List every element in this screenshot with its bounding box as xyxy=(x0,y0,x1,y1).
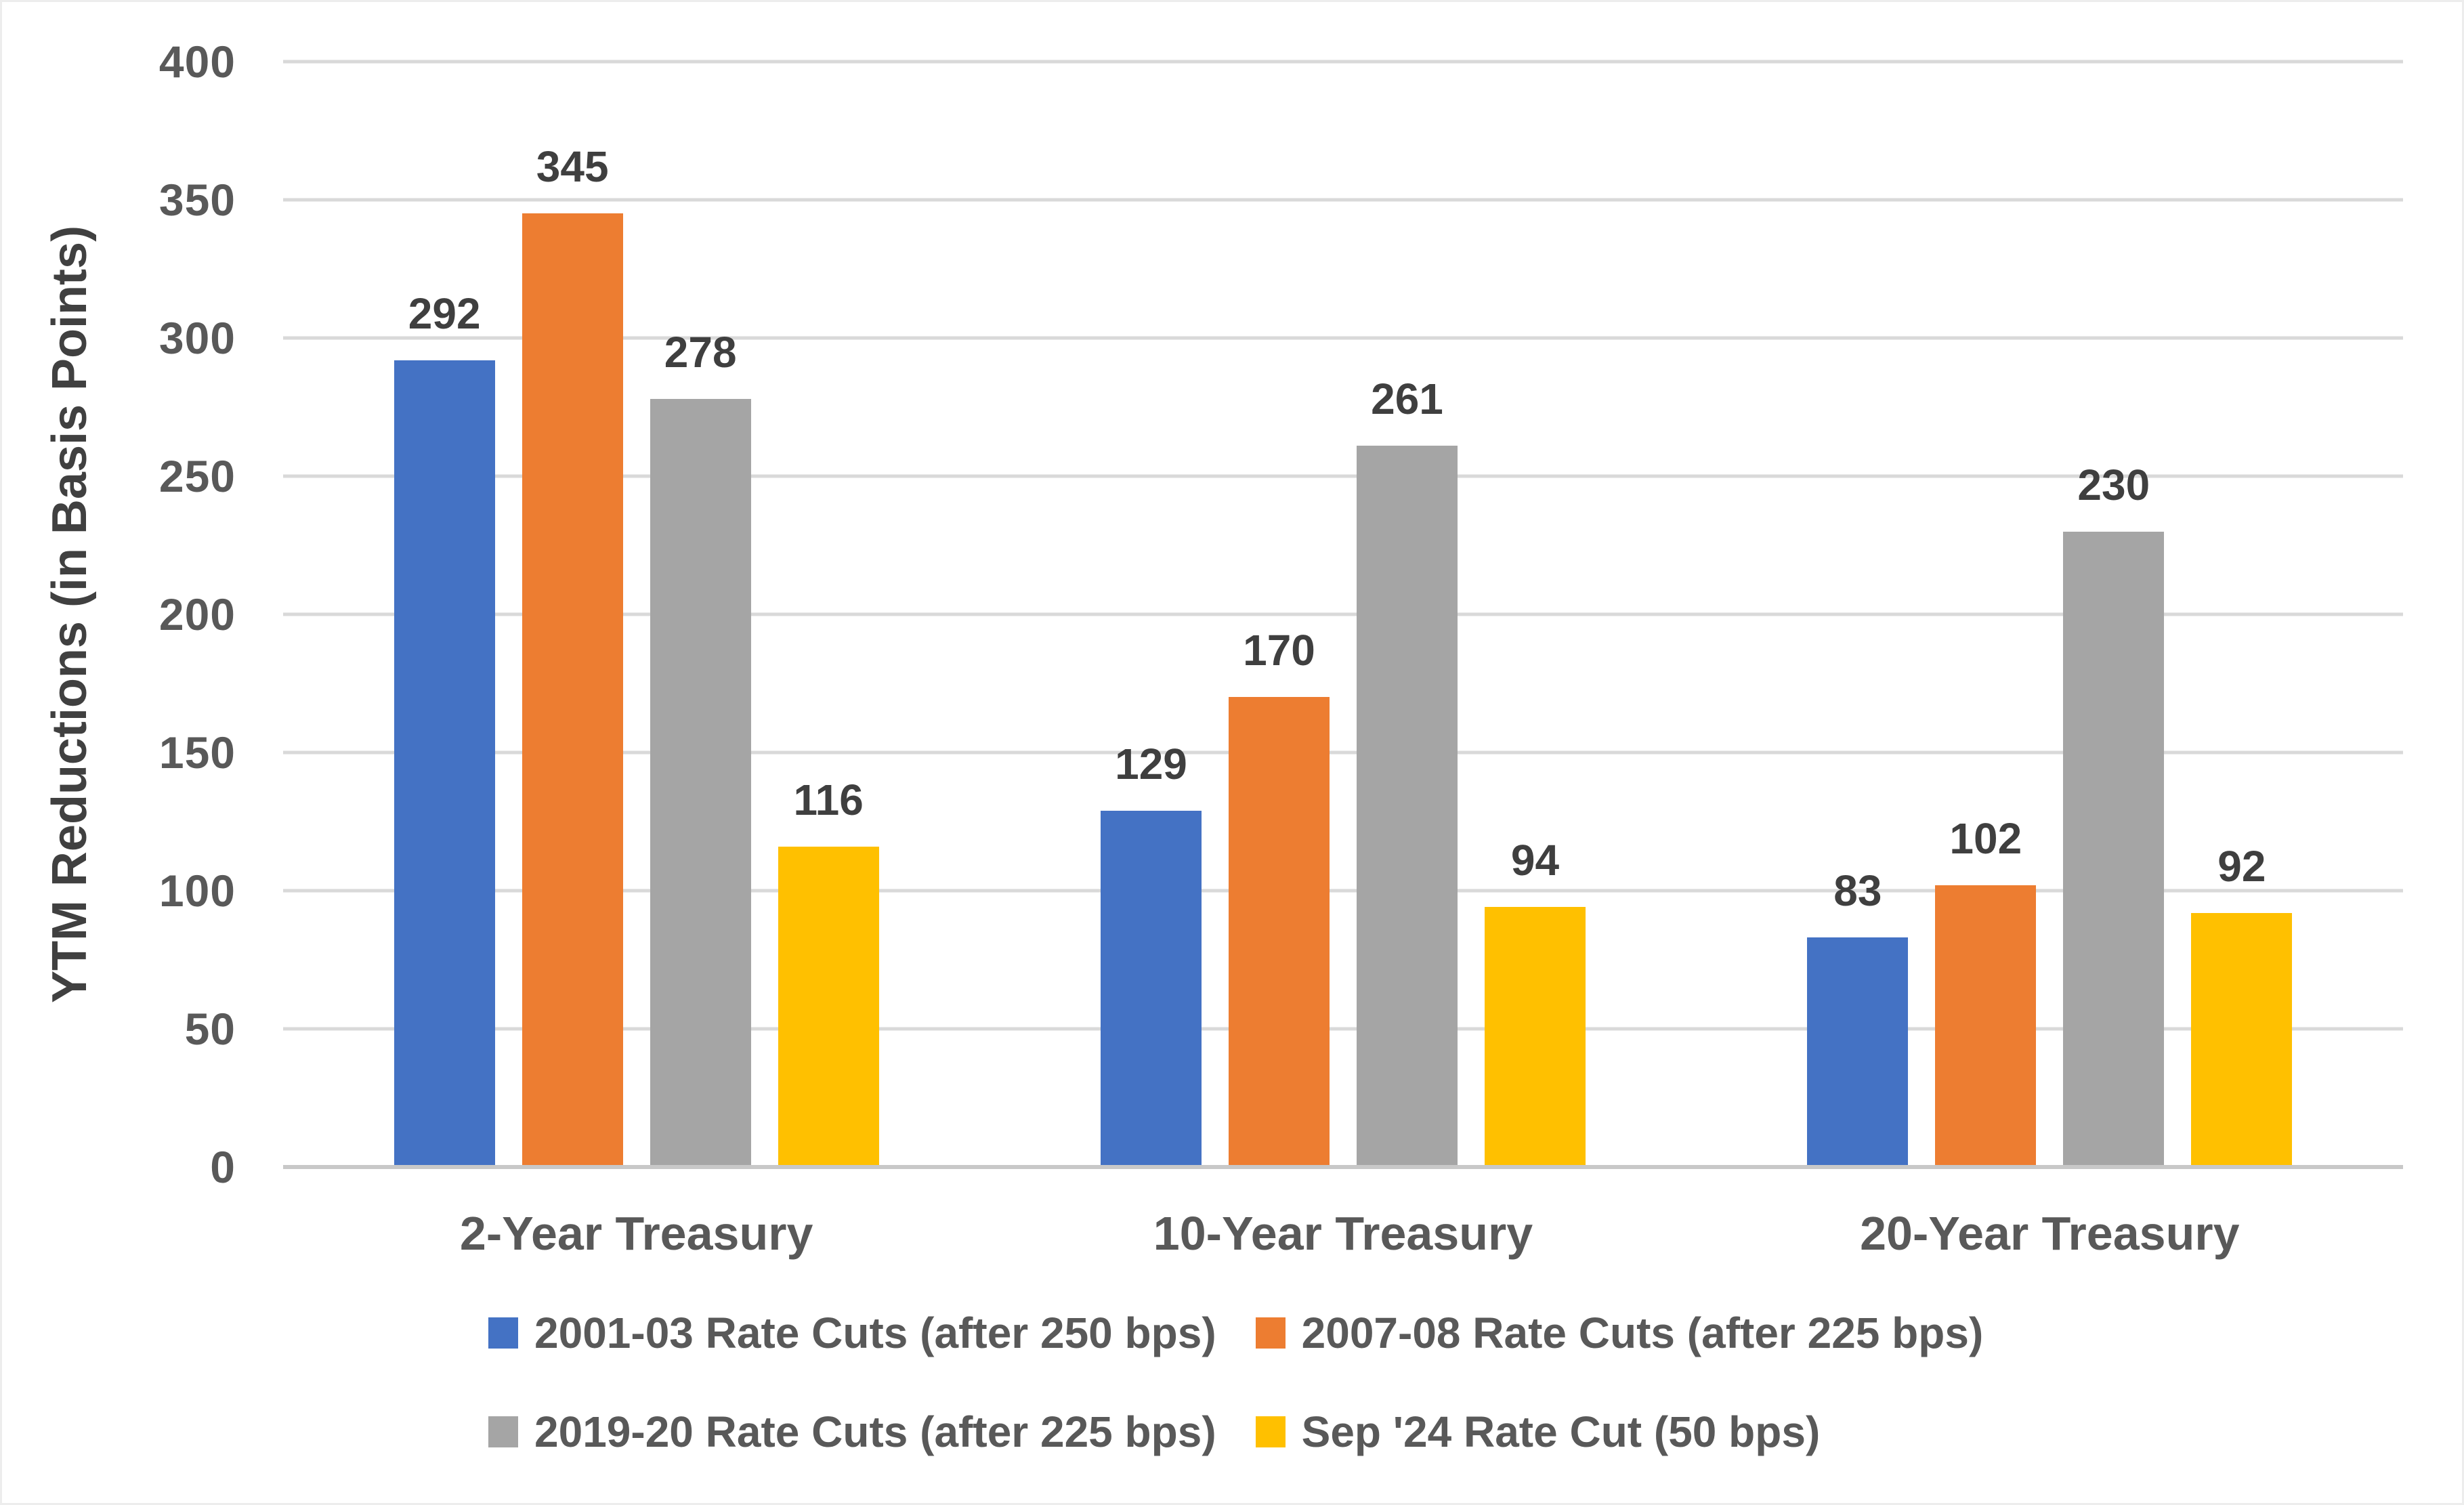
data-label: 94 xyxy=(1510,836,1560,885)
bar-group-2-year: 292 345 278 116 xyxy=(283,62,990,1167)
data-label: 292 xyxy=(408,289,481,338)
bar-sep24-20yr: 92 xyxy=(2191,842,2293,1167)
gridline-350 xyxy=(283,198,2403,202)
legend: 2001-03 Rate Cuts (after 250 bps) 2007-0… xyxy=(488,1308,1983,1457)
gridline-300 xyxy=(283,336,2403,340)
y-tick-50: 50 xyxy=(184,1004,236,1054)
bar-sep24-2yr: 116 xyxy=(778,776,879,1167)
legend-item-2007-08: 2007-08 Rate Cuts (after 225 bps) xyxy=(1255,1308,1984,1358)
gridline-100 xyxy=(283,889,2403,893)
bar-group-10-year: 129 170 261 94 xyxy=(990,62,1696,1167)
y-tick-300: 300 xyxy=(158,313,236,363)
data-label: 92 xyxy=(2217,841,2266,891)
legend-swatch-blue xyxy=(488,1317,518,1349)
legend-label: Sep '24 Rate Cut (50 bps) xyxy=(1301,1407,1821,1456)
data-label: 230 xyxy=(2077,460,2150,509)
bar-2001-03-10yr: 129 xyxy=(1100,740,1202,1167)
y-tick-250: 250 xyxy=(158,451,236,501)
bar-2001-03-2yr: 292 xyxy=(394,289,495,1167)
legend-item-2001-03: 2001-03 Rate Cuts (after 250 bps) xyxy=(488,1308,1216,1358)
legend-swatch-orange xyxy=(1255,1317,1286,1349)
data-label: 129 xyxy=(1115,739,1187,788)
legend-swatch-yellow xyxy=(1255,1416,1286,1447)
legend-item-2019-20: 2019-20 Rate Cuts (after 225 bps) xyxy=(488,1407,1216,1457)
data-label: 102 xyxy=(1949,813,2022,863)
gridline-50 xyxy=(283,1027,2403,1031)
y-tick-200: 200 xyxy=(158,589,236,639)
legend-label: 2019-20 Rate Cuts (after 225 bps) xyxy=(534,1407,1216,1456)
legend-item-sep24: Sep '24 Rate Cut (50 bps) xyxy=(1255,1407,1984,1457)
bar-2019-20-20yr: 230 xyxy=(2063,461,2165,1167)
data-label: 170 xyxy=(1243,626,1315,675)
gridline-400 xyxy=(283,60,2403,64)
data-label: 83 xyxy=(1833,866,1882,916)
data-label: 261 xyxy=(1371,375,1443,424)
x-label-2-year: 2-Year Treasury xyxy=(459,1207,813,1260)
bar-2007-08-20yr: 102 xyxy=(1935,814,2037,1167)
gridline-250 xyxy=(283,474,2403,478)
bar-2007-08-2yr: 345 xyxy=(522,142,623,1167)
data-label: 345 xyxy=(536,142,609,192)
x-axis-labels: 2-Year Treasury 10-Year Treasury 20-Year… xyxy=(283,1206,2403,1260)
gridline-150 xyxy=(283,750,2403,755)
bar-2019-20-2yr: 278 xyxy=(650,328,751,1167)
y-tick-400: 400 xyxy=(158,37,236,87)
bar-2001-03-20yr: 83 xyxy=(1807,866,1909,1167)
legend-label: 2007-08 Rate Cuts (after 225 bps) xyxy=(1301,1309,1984,1357)
data-label: 116 xyxy=(793,775,864,824)
y-tick-0: 0 xyxy=(210,1142,236,1192)
plot-area: 292 345 278 116 129 170 261 94 xyxy=(283,60,2403,1169)
y-tick-150: 150 xyxy=(158,727,236,778)
y-tick-350: 350 xyxy=(158,175,236,225)
y-tick-100: 100 xyxy=(158,866,236,916)
x-label-10-year: 10-Year Treasury xyxy=(1153,1207,1533,1260)
x-axis-line xyxy=(283,1165,2403,1169)
data-label: 278 xyxy=(664,327,737,377)
bar-group-20-year: 83 102 230 92 xyxy=(1697,62,2403,1167)
bar-sep24-10yr: 94 xyxy=(1484,836,1586,1167)
bar-2007-08-10yr: 170 xyxy=(1228,626,1330,1167)
x-label-20-year: 20-Year Treasury xyxy=(1860,1207,2240,1260)
bar-groups: 292 345 278 116 129 170 261 94 xyxy=(283,62,2403,1167)
gridline-200 xyxy=(283,612,2403,616)
legend-label: 2001-03 Rate Cuts (after 250 bps) xyxy=(534,1309,1216,1357)
legend-swatch-gray xyxy=(488,1416,518,1447)
bar-2019-20-10yr: 261 xyxy=(1356,375,1458,1167)
